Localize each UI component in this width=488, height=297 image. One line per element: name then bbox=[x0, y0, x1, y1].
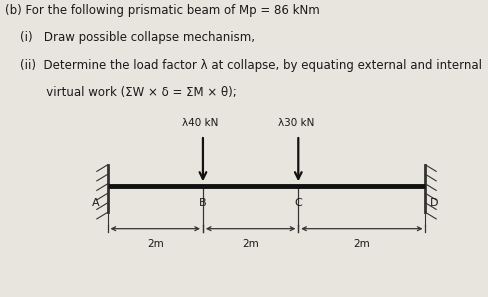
Text: 2m: 2m bbox=[353, 239, 369, 249]
Text: λ40 kN: λ40 kN bbox=[182, 118, 218, 128]
Text: λ30 kN: λ30 kN bbox=[277, 118, 313, 128]
Text: virtual work (ΣW × δ = ΣM × θ);: virtual work (ΣW × δ = ΣM × θ); bbox=[20, 86, 236, 99]
Text: (i)   Draw possible collapse mechanism,: (i) Draw possible collapse mechanism, bbox=[20, 31, 254, 44]
Text: 2m: 2m bbox=[242, 239, 259, 249]
Text: C: C bbox=[294, 198, 302, 208]
Text: (ii)  Determine the load factor λ at collapse, by equating external and internal: (ii) Determine the load factor λ at coll… bbox=[20, 59, 481, 72]
Text: D: D bbox=[429, 198, 438, 208]
Text: B: B bbox=[199, 198, 206, 208]
Text: A: A bbox=[91, 198, 99, 208]
Text: 2m: 2m bbox=[146, 239, 163, 249]
Text: (b) For the following prismatic beam of Mp = 86 kNm: (b) For the following prismatic beam of … bbox=[5, 4, 319, 18]
